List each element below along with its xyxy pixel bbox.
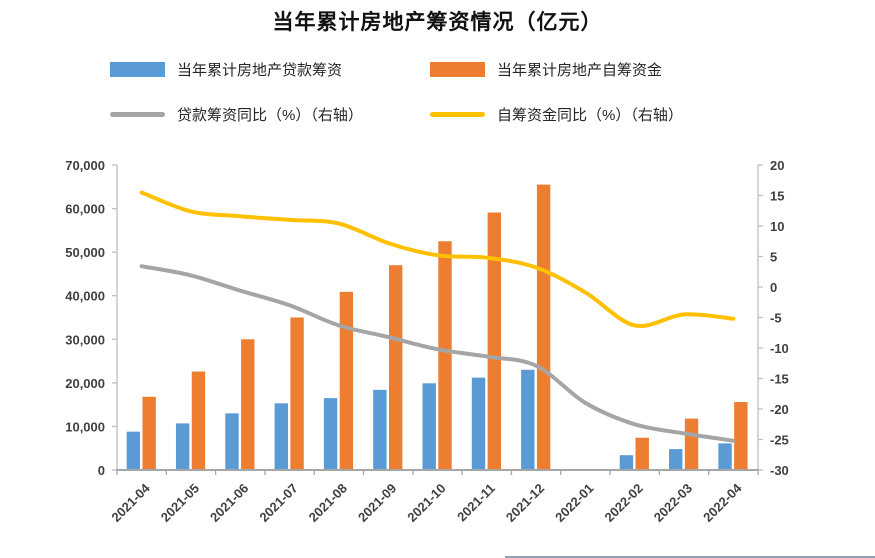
legend-label-loan-bars: 当年累计房地产贷款筹资 xyxy=(177,61,343,79)
right-tick-label: -5 xyxy=(770,311,782,326)
x-axis-label: 2021-10 xyxy=(404,481,448,525)
bar-selfraised xyxy=(734,402,748,470)
bar-loan xyxy=(274,403,288,470)
bar-selfraised xyxy=(241,339,255,470)
selfraised-bar-swatch-icon xyxy=(430,61,485,77)
x-axis-label: 2021-04 xyxy=(108,480,153,525)
left-tick-label: 0 xyxy=(98,463,105,478)
chart-legend-row-1: 当年累计房地产贷款筹资 当年累计房地产自筹资金 xyxy=(0,56,875,82)
footer-divider xyxy=(505,556,875,558)
bar-selfraised xyxy=(290,317,304,470)
chart-title: 当年累计房地产筹资情况（亿元） xyxy=(272,11,603,34)
line-loan-yoy xyxy=(139,264,736,443)
legend-item-selfraised-bars[interactable]: 当年累计房地产自筹资金 xyxy=(430,56,662,82)
legend-label-loan-yoy: 贷款筹资同比（%）（右轴） xyxy=(177,106,363,124)
bar-loan xyxy=(619,455,634,470)
legend-label-selfraised-bars: 当年累计房地产自筹资金 xyxy=(497,61,663,79)
right-tick-label: 10 xyxy=(770,219,784,234)
x-axis-label: 2021-08 xyxy=(306,481,350,525)
bar-loan xyxy=(422,383,436,470)
x-axis-label: 2022-01 xyxy=(552,481,596,525)
legend-item-loan-yoy-line[interactable]: 贷款筹资同比（%）（右轴） xyxy=(110,101,363,127)
left-tick-label: 50,000 xyxy=(65,245,105,260)
bar-loan xyxy=(373,389,387,470)
bar-selfraised xyxy=(191,371,206,470)
right-tick-label: -20 xyxy=(770,402,789,417)
bar-loan xyxy=(323,398,338,470)
loan-bar-swatch-icon xyxy=(110,61,165,77)
loan-yoy-line-swatch-icon xyxy=(110,111,165,117)
x-axis-label: 2021-07 xyxy=(256,481,300,525)
right-tick-label: 0 xyxy=(770,280,777,295)
chart-legend-row-2: 贷款筹资同比（%）（右轴） 自筹资金同比（%）（右轴） xyxy=(0,101,875,127)
right-tick-label: 15 xyxy=(770,189,784,204)
x-axis-label: 2021-11 xyxy=(454,481,498,525)
bar-loan xyxy=(175,423,190,470)
bar-selfraised xyxy=(438,241,452,470)
x-axis-label: 2022-04 xyxy=(700,480,745,525)
selfraised-yoy-line-swatch-icon xyxy=(430,111,485,117)
bar-selfraised xyxy=(635,437,649,470)
bar-selfraised xyxy=(142,396,156,470)
bar-loan xyxy=(669,449,683,470)
bar-selfraised xyxy=(536,184,551,470)
x-axis-label: 2021-05 xyxy=(158,481,202,525)
line-selfraised-yoy xyxy=(139,190,736,329)
left-tick-label: 60,000 xyxy=(65,202,105,217)
right-tick-label: -25 xyxy=(770,433,789,448)
left-tick-label: 70,000 xyxy=(65,158,105,173)
legend-label-selfraised-yoy: 自筹资金同比（%）（右轴） xyxy=(497,106,683,124)
right-tick-label: -10 xyxy=(770,341,789,356)
left-tick-label: 10,000 xyxy=(65,419,105,434)
bar-loan xyxy=(718,443,732,470)
bar-selfraised xyxy=(487,212,502,470)
bar-loan xyxy=(471,377,486,470)
left-tick-label: 20,000 xyxy=(65,376,105,391)
bar-selfraised xyxy=(339,291,354,470)
bar-loan xyxy=(521,369,535,470)
left-tick-label: 30,000 xyxy=(65,332,105,347)
bar-selfraised xyxy=(684,418,699,470)
x-axis-label: 2021-06 xyxy=(207,481,251,525)
legend-item-selfraised-yoy-line[interactable]: 自筹资金同比（%）（右轴） xyxy=(430,101,683,127)
x-axis-label: 2021-09 xyxy=(355,481,399,525)
right-tick-label: 5 xyxy=(770,250,777,265)
bar-loan xyxy=(225,413,239,470)
x-axis-label: 2021-12 xyxy=(503,481,547,525)
bar-selfraised xyxy=(388,265,403,470)
legend-item-loan-bars[interactable]: 当年累计房地产贷款筹资 xyxy=(110,56,342,82)
x-axis-label: 2022-02 xyxy=(602,481,646,525)
x-axis-label: 2022-03 xyxy=(651,481,695,525)
right-tick-label: 20 xyxy=(770,158,784,173)
bar-loan xyxy=(126,431,141,470)
left-tick-label: 40,000 xyxy=(65,289,105,304)
right-tick-label: -15 xyxy=(770,372,789,387)
right-tick-label: -30 xyxy=(770,463,789,478)
